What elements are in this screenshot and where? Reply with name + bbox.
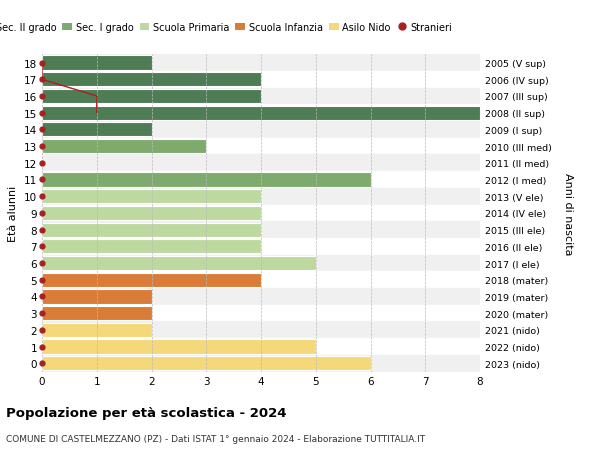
Bar [42,306,151,320]
Bar [42,72,480,89]
Bar [42,55,480,72]
Bar [42,56,151,71]
Bar [42,190,261,204]
Bar [42,207,261,220]
Bar [42,340,316,354]
Y-axis label: Anni di nascita: Anni di nascita [563,172,573,255]
Bar [42,189,480,205]
Bar [42,172,480,189]
Bar [42,238,480,255]
Bar [42,338,480,355]
Bar [42,155,480,172]
Bar [42,222,480,238]
Bar [42,305,480,322]
Bar [42,273,261,287]
Bar [42,257,316,270]
Bar [42,255,480,272]
Bar [42,288,480,305]
Legend: Sec. II grado, Sec. I grado, Scuola Primaria, Scuola Infanzia, Asilo Nido, Stran: Sec. II grado, Sec. I grado, Scuola Prim… [0,19,456,37]
Bar [42,272,480,288]
Bar [42,106,480,121]
Text: COMUNE DI CASTELMEZZANO (PZ) - Dati ISTAT 1° gennaio 2024 - Elaborazione TUTTITA: COMUNE DI CASTELMEZZANO (PZ) - Dati ISTA… [6,434,425,443]
Bar [42,139,480,155]
Bar [42,122,480,139]
Bar [42,322,480,338]
Bar [42,223,261,237]
Bar [42,356,371,370]
Bar [42,173,371,187]
Bar [42,89,480,105]
Bar [42,105,480,122]
Y-axis label: Età alunni: Età alunni [8,185,19,241]
Bar [42,205,480,222]
Bar [42,123,151,137]
Bar [42,290,151,304]
Bar [42,323,151,337]
Bar [42,240,261,254]
Bar [42,140,206,154]
Bar [42,90,261,104]
Bar [42,73,261,87]
Text: Popolazione per età scolastica - 2024: Popolazione per età scolastica - 2024 [6,406,287,419]
Bar [42,355,480,372]
